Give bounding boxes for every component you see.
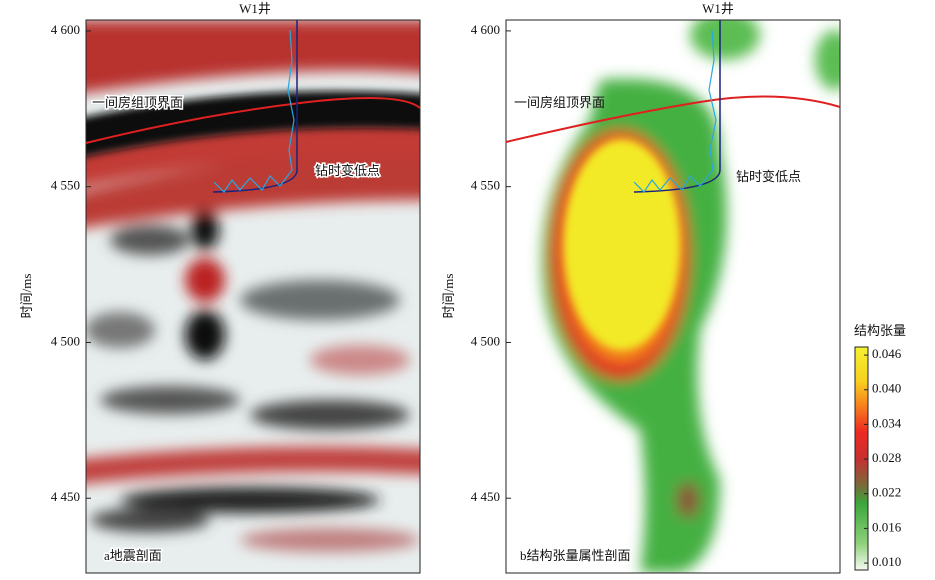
well-label: W1井 — [239, 1, 271, 16]
seismic-image — [86, 20, 420, 573]
well-label: W1井 — [702, 1, 734, 16]
point-label: 钻时变低点 — [315, 163, 380, 178]
colorbar-tick-label: 0.034 — [872, 415, 902, 430]
well-path — [212, 20, 298, 193]
caption: a地震剖面 — [104, 548, 162, 563]
horizon-label: 一间房组顶界面 — [514, 95, 605, 110]
colorbar — [854, 346, 869, 571]
well-log — [213, 29, 295, 193]
well-log — [633, 29, 717, 193]
horizon-line — [505, 95, 841, 143]
y-tick-label: 4 550 — [471, 178, 500, 193]
well-path — [633, 20, 721, 193]
horizon-label: 一间房组顶界面 — [92, 95, 183, 110]
panel-frame — [505, 19, 841, 574]
caption: b结构张量属性剖面 — [520, 548, 631, 563]
y-tick-label: 4 500 — [471, 333, 500, 348]
colorbar-title: 结构张量 — [854, 323, 906, 338]
y-tick-label: 4 500 — [51, 333, 80, 348]
colorbar-tick-label: 0.028 — [872, 450, 901, 465]
colorbar-tick-label: 0.040 — [872, 381, 901, 396]
colorbar-tick-label: 0.016 — [872, 519, 902, 534]
horizon-line — [85, 97, 421, 144]
point-label: 钻时变低点 — [736, 169, 801, 184]
y-tick-label: 4 600 — [471, 22, 500, 37]
y-axis-label: 时间/ms — [441, 274, 456, 319]
colorbar-tick-label: 0.010 — [872, 554, 901, 569]
y-tick-label: 4 450 — [471, 489, 500, 504]
y-tick-label: 4 550 — [51, 178, 80, 193]
y-tick-label: 4 600 — [51, 22, 80, 37]
panel-frame — [85, 19, 421, 574]
y-axis-label: 时间/ms — [19, 274, 34, 319]
attribute-image — [506, 20, 840, 573]
y-tick-label: 4 450 — [51, 489, 80, 504]
colorbar-tick-label: 0.046 — [872, 346, 902, 361]
colorbar-tick-label: 0.022 — [872, 485, 901, 500]
